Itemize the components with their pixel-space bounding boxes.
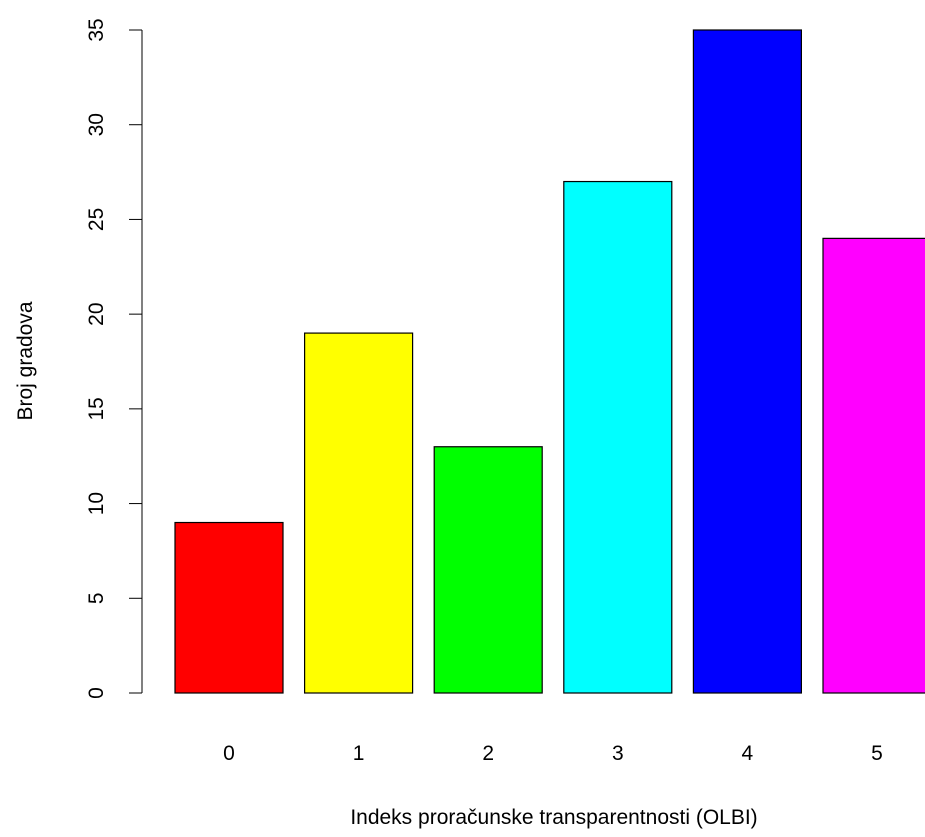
y-tick-label: 0 xyxy=(85,687,108,699)
x-tick-label: 3 xyxy=(612,742,624,765)
x-tick-labels: 0 1 2 3 4 5 xyxy=(223,742,883,765)
y-tick-label: 25 xyxy=(85,208,108,231)
bar-2 xyxy=(433,446,543,694)
y-axis-label: Broj gradova xyxy=(14,301,37,420)
y-tick-label: 10 xyxy=(85,492,108,515)
bar-4 xyxy=(692,29,803,694)
bar-3 xyxy=(563,180,673,694)
x-tick-label: 0 xyxy=(223,742,235,765)
y-axis: 0 5 10 15 20 25 30 35 xyxy=(85,18,143,699)
y-tick-label: 20 xyxy=(85,302,108,325)
bar-1 xyxy=(304,332,414,694)
bar-0 xyxy=(174,521,284,694)
bars xyxy=(174,29,925,694)
y-tick-label: 30 xyxy=(85,113,108,136)
y-tick-label: 5 xyxy=(85,592,108,604)
x-tick-label: 5 xyxy=(871,742,883,765)
x-axis-label: Indeks proračunske transparentnosti (OLB… xyxy=(350,806,757,829)
x-tick-label: 4 xyxy=(742,742,754,765)
y-tick-label: 15 xyxy=(85,397,108,420)
x-tick-label: 2 xyxy=(482,742,494,765)
y-tick-label: 35 xyxy=(85,18,108,41)
bar-5 xyxy=(822,237,925,694)
x-tick-label: 1 xyxy=(353,742,365,765)
